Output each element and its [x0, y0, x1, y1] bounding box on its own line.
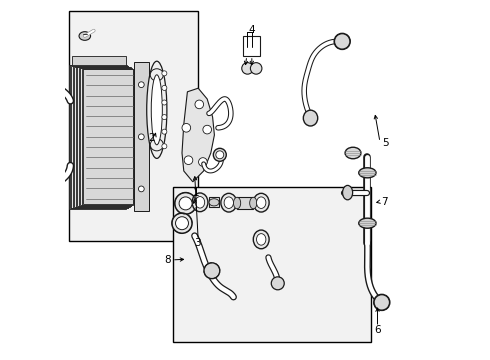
Ellipse shape [175, 193, 196, 214]
Ellipse shape [359, 168, 376, 178]
Ellipse shape [233, 197, 241, 209]
Bar [69, 11, 198, 241]
Text: 7: 7 [381, 197, 388, 207]
Ellipse shape [184, 156, 193, 165]
Text: 8: 8 [164, 255, 171, 265]
Ellipse shape [374, 294, 390, 310]
Ellipse shape [192, 193, 208, 212]
Ellipse shape [196, 197, 205, 208]
Ellipse shape [242, 63, 253, 74]
Ellipse shape [253, 230, 269, 249]
Bar [81, 69, 133, 205]
Ellipse shape [213, 148, 226, 161]
Ellipse shape [139, 134, 144, 140]
Ellipse shape [151, 75, 162, 145]
Bar [79, 68, 131, 206]
Text: 6: 6 [374, 325, 381, 336]
Bar [83, 69, 133, 204]
Text: 3: 3 [194, 238, 201, 248]
Ellipse shape [162, 71, 167, 76]
Ellipse shape [303, 110, 318, 126]
Ellipse shape [204, 263, 220, 279]
Bar [72, 66, 127, 208]
Ellipse shape [250, 197, 257, 209]
Ellipse shape [271, 277, 284, 290]
Text: 2: 2 [148, 132, 155, 143]
Bar [70, 65, 127, 208]
Bar [134, 62, 148, 211]
Ellipse shape [162, 129, 167, 134]
Bar [76, 67, 130, 207]
Ellipse shape [179, 197, 192, 210]
Ellipse shape [162, 100, 167, 105]
Ellipse shape [343, 185, 353, 200]
Ellipse shape [221, 193, 237, 212]
Ellipse shape [139, 186, 144, 192]
Ellipse shape [334, 33, 350, 49]
Ellipse shape [253, 193, 269, 212]
Bar [173, 187, 371, 342]
Ellipse shape [150, 139, 163, 151]
Polygon shape [182, 88, 215, 182]
Bar [69, 65, 126, 209]
Ellipse shape [79, 32, 91, 40]
Ellipse shape [216, 151, 224, 159]
Ellipse shape [182, 123, 191, 132]
Ellipse shape [162, 144, 167, 149]
Ellipse shape [224, 197, 233, 208]
Bar [243, 36, 261, 56]
Ellipse shape [172, 213, 192, 233]
Bar [209, 197, 219, 207]
Ellipse shape [198, 158, 207, 166]
Ellipse shape [359, 218, 376, 228]
Bar [74, 67, 129, 207]
Ellipse shape [175, 217, 189, 230]
Ellipse shape [345, 147, 361, 159]
Ellipse shape [257, 234, 266, 245]
Bar [73, 66, 128, 207]
Bar [77, 67, 130, 206]
Ellipse shape [147, 61, 167, 158]
Ellipse shape [150, 69, 163, 81]
Ellipse shape [139, 82, 144, 87]
Ellipse shape [162, 85, 167, 90]
Ellipse shape [209, 199, 219, 206]
Ellipse shape [195, 100, 204, 109]
Ellipse shape [203, 125, 212, 134]
Ellipse shape [250, 63, 262, 74]
Text: 4: 4 [248, 24, 255, 35]
Ellipse shape [257, 197, 266, 208]
Ellipse shape [162, 114, 167, 120]
Bar [72, 56, 126, 67]
Bar [80, 68, 132, 205]
Text: 5: 5 [383, 138, 389, 148]
Bar [237, 197, 253, 209]
Text: 1: 1 [193, 188, 199, 198]
